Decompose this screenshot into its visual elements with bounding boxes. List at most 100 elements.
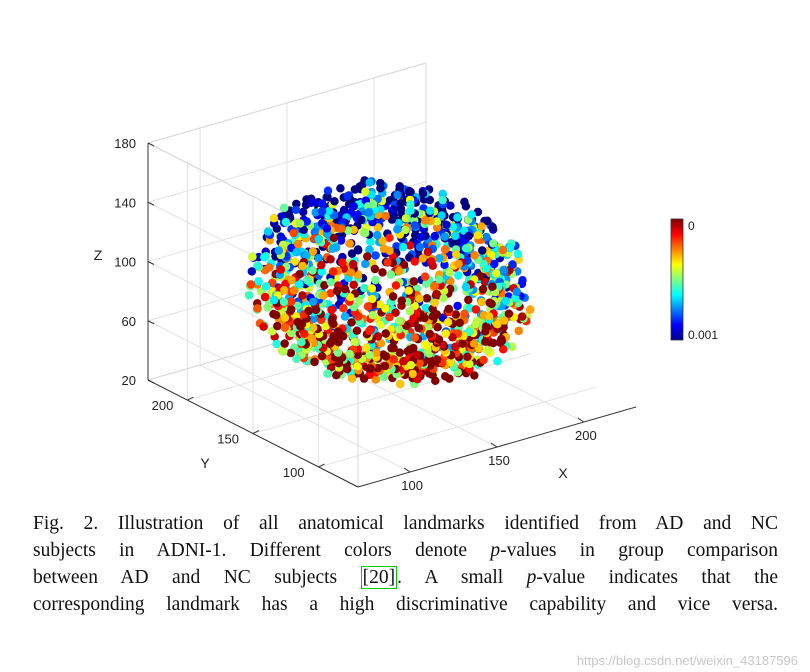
landmark-point [464,231,473,241]
z-tick [147,142,155,147]
landmark-point [328,267,338,276]
landmark-point [470,250,479,260]
landmark-point [480,326,490,336]
landmark-point [504,309,514,319]
landmark-point [308,297,318,307]
y-tick [187,396,194,401]
landmark-point [471,305,481,314]
landmark-point [272,339,282,349]
landmark-point [388,292,398,301]
landmark-point [454,259,464,269]
landmark-point [410,257,420,266]
landmark-point [469,339,479,348]
landmark-point [375,183,385,193]
y-tick [318,463,325,468]
landmark-point [517,312,527,321]
landmark-point [467,210,477,219]
landmark-point [387,206,397,216]
landmark-point [480,337,490,347]
landmark-point [410,301,420,311]
landmark-point [451,249,461,259]
landmark-point [289,228,299,238]
landmark-point [393,190,402,200]
z-tick-label: 20 [122,373,136,388]
landmark-point [260,292,270,302]
y-tick-label: 200 [152,398,174,413]
landmark-point [423,247,433,257]
landmark-point [394,316,404,326]
landmark-point [370,275,380,285]
colorbar: 0 0.001 [670,218,718,342]
landmark-point [440,245,450,254]
landmark-point [348,259,358,269]
landmark-point [287,275,296,285]
landmark-point [359,283,369,293]
scatter-3d-plot: 100 150 200 100 150 200 20 60 100 140 180 X Y Z 0 0.0… [94,62,718,493]
landmark-point [280,313,290,323]
landmark-point [376,320,385,330]
landmark-point [328,244,338,254]
x-tick [577,417,585,423]
landmark-point [440,232,450,242]
landmark-point [396,204,406,213]
grid-line [318,386,597,468]
landmark-point [461,243,471,253]
landmark-point [391,280,401,290]
landmark-point [269,213,279,223]
landmark-point [404,286,414,296]
landmark-point [378,267,387,277]
landmark-point [298,290,307,300]
landmark-point [279,347,288,356]
grid-line [147,320,359,429]
landmark-point [426,257,436,266]
landmark-point [450,231,460,241]
landmark-points [244,175,535,389]
landmark-point [297,337,306,347]
caption-line-3: between AD and NC subjects [20]. A small… [33,566,778,589]
caption-line-1: Fig. 2. Illustration of all anatomical l… [33,513,778,534]
landmark-point [253,261,263,271]
landmark-point [486,250,496,260]
landmark-point [292,354,301,364]
landmark-point [286,305,296,314]
landmark-point [363,301,373,311]
landmark-point [286,297,296,306]
landmark-point [385,312,394,322]
landmark-point [355,182,364,192]
landmark-point [295,279,304,289]
landmark-point [356,215,366,225]
landmark-point [280,339,290,348]
landmark-point [459,197,469,207]
grid-line [252,353,532,434]
landmark-point [477,221,486,231]
landmark-point [381,211,391,221]
landmark-point [364,326,374,336]
landmark-point [485,298,495,308]
landmark-point [332,286,342,296]
x-axis-label: X [558,465,568,481]
landmark-point [317,207,327,216]
landmark-point [487,282,497,292]
landmark-point [371,251,380,260]
landmark-point [304,306,314,316]
landmark-point [314,234,324,244]
landmark-point [302,275,312,285]
landmark-point [276,232,286,242]
landmark-point [453,271,463,280]
landmark-point [399,260,409,270]
landmark-point [276,265,286,274]
landmark-point [410,220,420,230]
landmark-point [462,352,472,362]
landmark-point [444,304,454,314]
x-tick-label: 100 [401,478,423,493]
landmark-point [448,332,457,342]
z-tick-label: 180 [114,136,136,151]
landmark-point [469,370,479,380]
landmark-point [253,303,262,313]
landmark-point [246,280,256,289]
landmark-point [477,297,486,307]
landmark-point [401,225,410,235]
citation-link[interactable]: [20] [360,566,398,589]
landmark-point [496,334,506,344]
landmark-point [481,232,491,242]
